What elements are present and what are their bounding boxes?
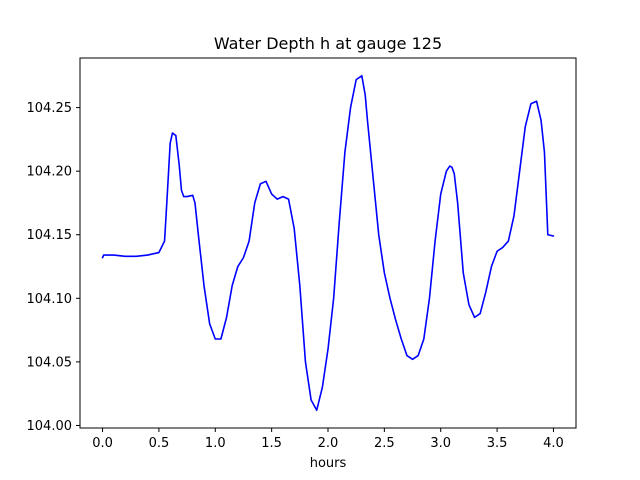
x-tick-label: 0.5 <box>149 436 170 451</box>
series-layer <box>101 75 555 412</box>
y-tick-label: 104.05 <box>27 355 73 370</box>
y-tick-label: 104.20 <box>27 165 73 180</box>
y-tick-label: 104.25 <box>27 101 73 116</box>
chart-title: Water Depth h at gauge 125 <box>214 34 442 53</box>
y-tick-label: 104.15 <box>27 228 73 243</box>
x-tick-label: 2.0 <box>318 436 339 451</box>
series-line-0 <box>101 75 555 412</box>
x-tick-label: 2.5 <box>374 436 395 451</box>
y-tick-label: 104.00 <box>27 419 73 434</box>
x-tick-label: 1.0 <box>205 436 226 451</box>
y-tick-label: 104.10 <box>27 292 73 307</box>
plot-area <box>80 58 576 428</box>
x-tick-label: 3.5 <box>487 436 508 451</box>
y-axis: 104.00 104.05 104.10 104.15 104.20 104.25 <box>27 101 80 434</box>
x-tick-label: 4.0 <box>543 436 564 451</box>
x-tick-label: 3.0 <box>430 436 451 451</box>
x-axis: 0.0 0.5 1.0 1.5 2.0 2.5 3.0 3.5 4.0 <box>92 428 564 451</box>
x-tick-label: 0.0 <box>92 436 113 451</box>
x-axis-label: hours <box>310 456 347 471</box>
x-tick-label: 1.5 <box>261 436 282 451</box>
